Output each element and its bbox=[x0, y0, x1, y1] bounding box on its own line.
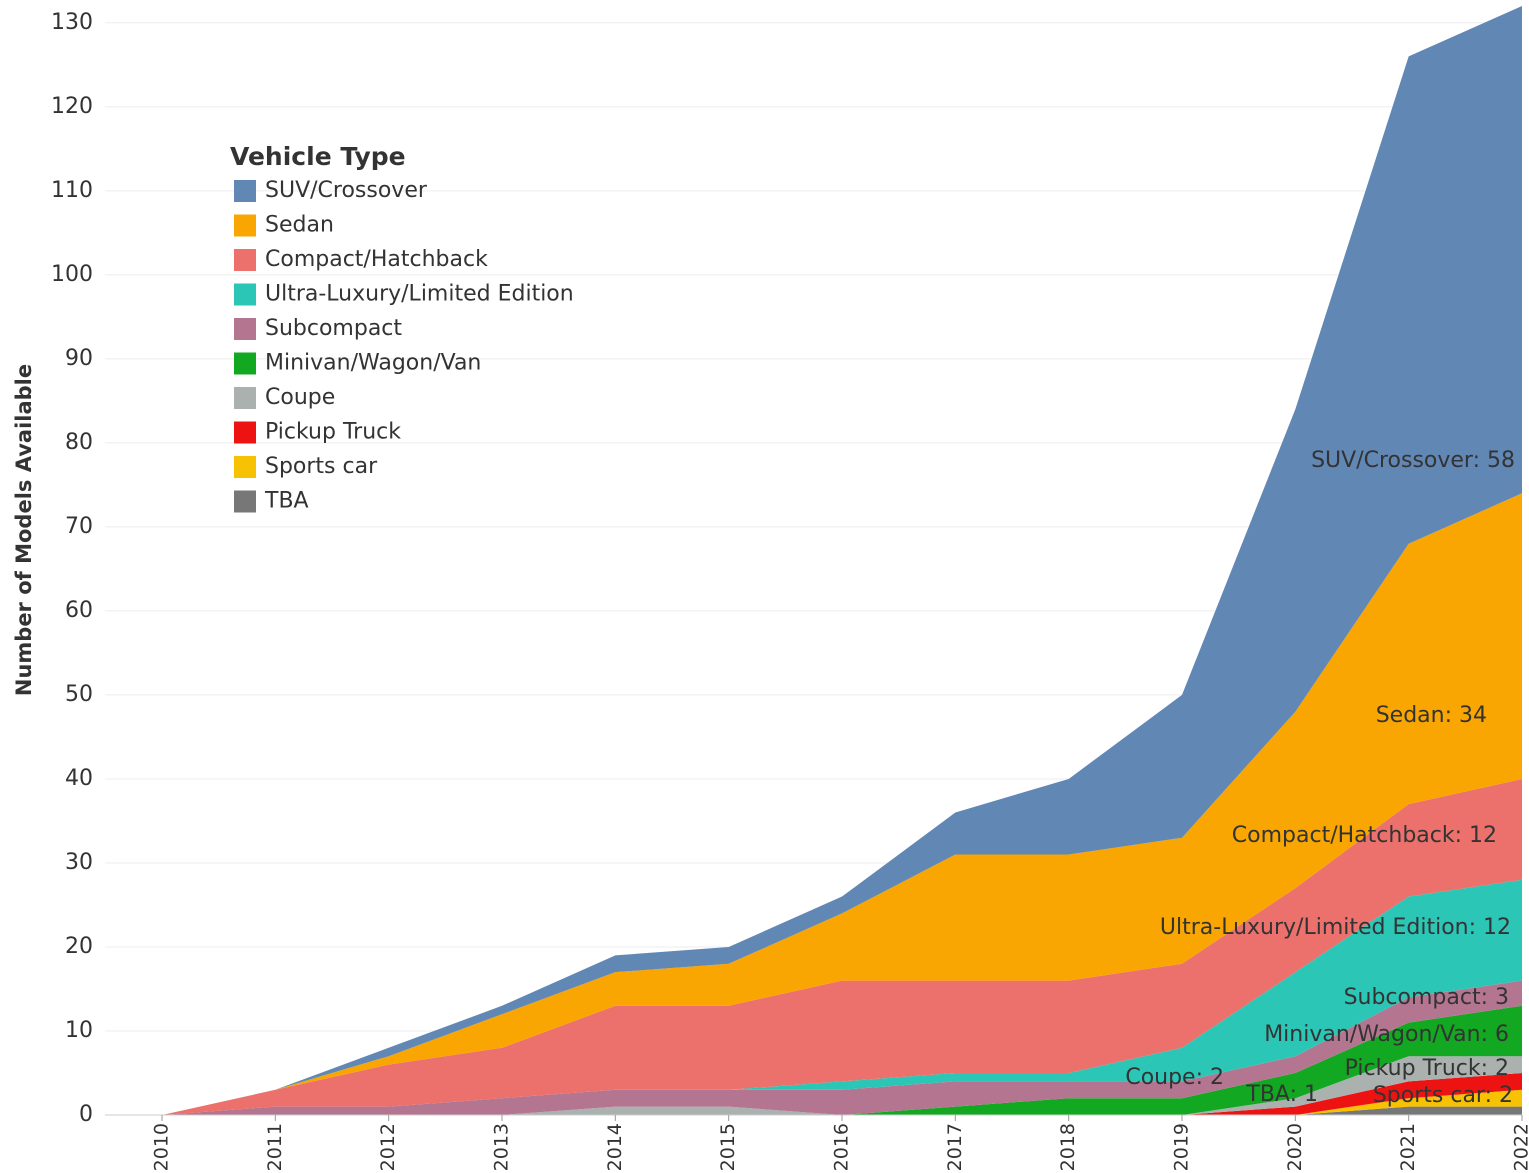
legend-label: Sports car bbox=[265, 454, 378, 479]
legend-label: Subcompact bbox=[265, 316, 402, 341]
y-tick-label: 30 bbox=[65, 850, 93, 875]
x-tick-label: 2012 bbox=[377, 1123, 399, 1171]
legend-label: Minivan/Wagon/Van bbox=[265, 351, 481, 376]
legend-swatch bbox=[234, 421, 256, 444]
y-tick-label: 80 bbox=[65, 430, 93, 455]
legend-swatch bbox=[234, 456, 256, 478]
value-label: TBA: 1 bbox=[1245, 1082, 1318, 1107]
legend-swatch bbox=[234, 214, 256, 237]
x-tick-label: 2017 bbox=[944, 1123, 966, 1171]
area bbox=[162, 6, 1522, 1115]
value-label: Pickup Truck: 2 bbox=[1345, 1056, 1509, 1081]
y-tick-label: 50 bbox=[65, 682, 93, 707]
legend-swatch bbox=[234, 352, 256, 375]
legend-swatch bbox=[234, 180, 256, 202]
legend-swatch bbox=[234, 318, 256, 340]
y-tick-label: 0 bbox=[79, 1102, 93, 1127]
area bbox=[162, 879, 1522, 1115]
legend-title: Vehicle Type bbox=[230, 142, 406, 171]
y-tick-label: 100 bbox=[51, 262, 93, 287]
value-label: Subcompact: 3 bbox=[1344, 985, 1509, 1010]
value-label: Coupe: 2 bbox=[1125, 1065, 1224, 1090]
legend-label: Sedan bbox=[265, 213, 334, 238]
legend-swatch bbox=[234, 249, 256, 271]
y-tick-label: 10 bbox=[65, 1018, 93, 1043]
legend-swatch bbox=[234, 490, 256, 513]
areas bbox=[162, 6, 1522, 1116]
area bbox=[162, 778, 1522, 1115]
y-tick-label: 120 bbox=[51, 94, 93, 119]
value-label: Compact/Hatchback: 12 bbox=[1232, 823, 1497, 848]
x-tick-label: 2010 bbox=[151, 1123, 173, 1171]
x-tick-label: 2013 bbox=[491, 1123, 513, 1171]
x-tick-label: 2019 bbox=[1171, 1123, 1193, 1171]
x-tick-label: 2016 bbox=[831, 1123, 853, 1171]
x-tick-label: 2020 bbox=[1284, 1123, 1306, 1171]
legend-label: Coupe bbox=[265, 385, 335, 410]
legend-label: Ultra-Luxury/Limited Edition bbox=[265, 282, 574, 307]
y-tick-label: 70 bbox=[65, 514, 93, 539]
y-tick-label: 20 bbox=[65, 934, 93, 959]
value-label: Sports car: 2 bbox=[1373, 1083, 1513, 1108]
y-tick-label: 130 bbox=[51, 10, 93, 35]
x-tick-label: 2011 bbox=[264, 1123, 286, 1171]
legend-label: SUV/Crossover bbox=[265, 178, 428, 203]
area bbox=[162, 493, 1522, 1116]
x-tick-label: 2022 bbox=[1511, 1123, 1529, 1171]
legend-label: Compact/Hatchback bbox=[265, 247, 488, 272]
legend-swatch bbox=[234, 387, 256, 409]
y-tick-label: 110 bbox=[51, 178, 93, 203]
value-label: SUV/Crossover: 58 bbox=[1311, 448, 1515, 473]
area bbox=[162, 1106, 1522, 1115]
value-label: Sedan: 34 bbox=[1376, 703, 1487, 728]
value-label: Minivan/Wagon/Van: 6 bbox=[1264, 1022, 1509, 1047]
legend-swatch bbox=[234, 283, 256, 306]
y-axis-title: Number of Models Available bbox=[12, 364, 36, 696]
x-tick-label: 2014 bbox=[604, 1123, 626, 1171]
y-tick-label: 40 bbox=[65, 766, 93, 791]
x-tick-label: 2021 bbox=[1397, 1123, 1419, 1171]
x-tick-label: 2018 bbox=[1057, 1123, 1079, 1171]
grid bbox=[105, 22, 1522, 1116]
y-tick-label: 90 bbox=[65, 346, 93, 371]
x-tick-label: 2015 bbox=[717, 1123, 739, 1171]
legend-label: TBA bbox=[264, 489, 309, 514]
value-label: Ultra-Luxury/Limited Edition: 12 bbox=[1160, 915, 1511, 940]
y-tick-label: 60 bbox=[65, 598, 93, 623]
legend-label: Pickup Truck bbox=[265, 420, 401, 445]
